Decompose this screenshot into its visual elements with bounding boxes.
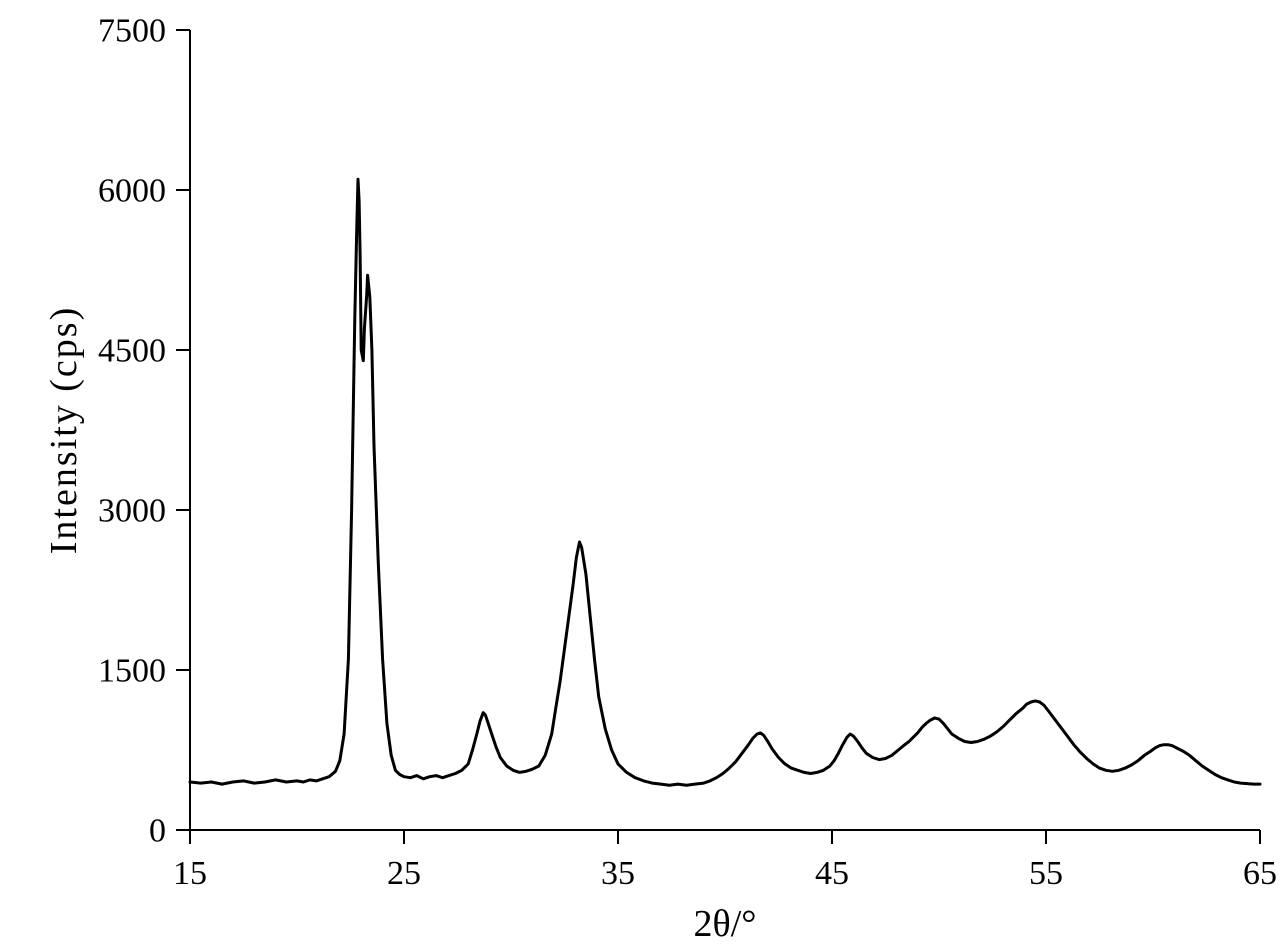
- y-tick-label: 6000: [98, 172, 166, 209]
- x-axis-label: 2θ/°: [694, 903, 757, 945]
- y-tick-label: 7500: [98, 12, 166, 49]
- x-tick-label: 15: [173, 855, 207, 892]
- x-tick-label: 25: [387, 855, 421, 892]
- x-tick-label: 55: [1029, 855, 1063, 892]
- x-tick-label: 65: [1243, 855, 1277, 892]
- x-tick-label: 45: [815, 855, 849, 892]
- y-tick-label: 4500: [98, 332, 166, 369]
- y-tick-label: 0: [149, 812, 166, 849]
- y-tick-label: 3000: [98, 492, 166, 529]
- y-tick-label: 1500: [98, 652, 166, 689]
- chart-svg: 15 25 35 45 55 65 0 1500 3000 4500 6000 7500 2θ/° Int…: [0, 0, 1283, 947]
- y-axis-label: Intensity (cps): [43, 306, 85, 554]
- xrd-chart: 15 25 35 45 55 65 0 1500 3000 4500 6000 7500 2θ/° Int…: [0, 0, 1283, 947]
- x-tick-label: 35: [601, 855, 635, 892]
- xrd-pattern: [190, 179, 1260, 785]
